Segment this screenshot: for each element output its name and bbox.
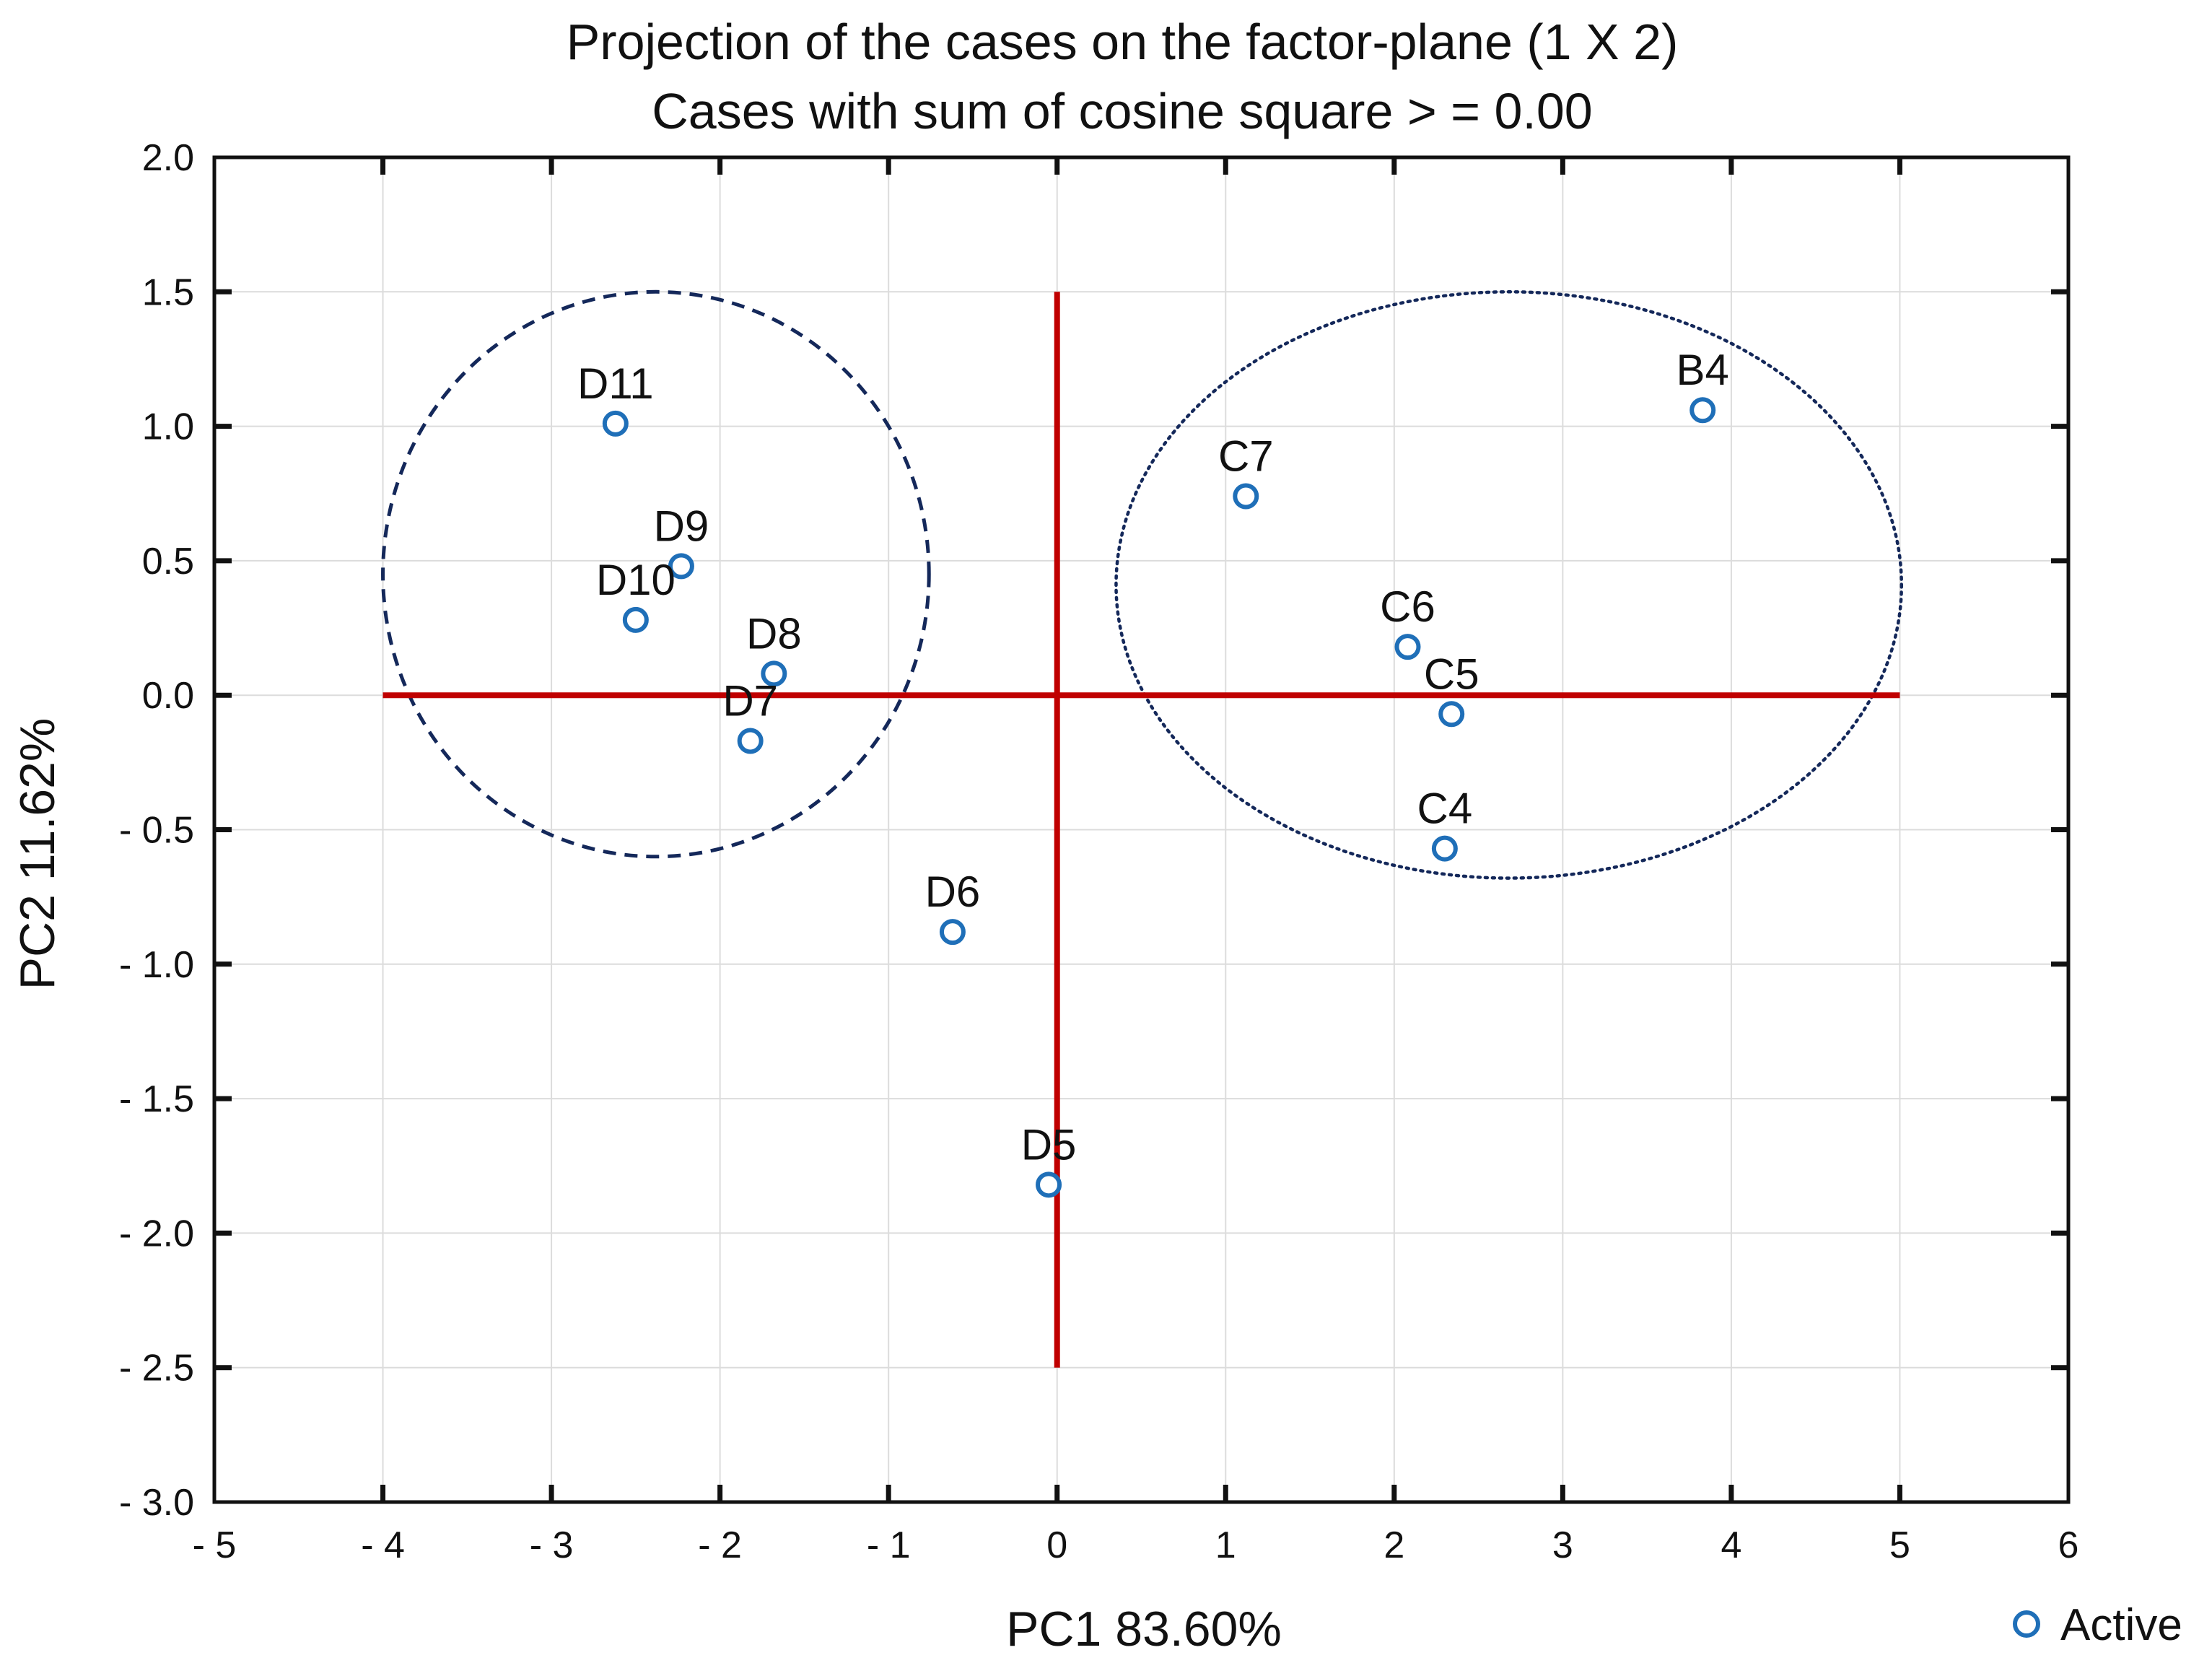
cluster-ellipse-1 <box>381 289 931 859</box>
point-label-c4: C4 <box>1417 785 1473 833</box>
point-label-d9: D9 <box>654 502 709 550</box>
point-label-d11: D11 <box>577 359 654 408</box>
data-point-b4 <box>1689 397 1716 424</box>
point-label-b4: B4 <box>1677 346 1729 394</box>
y-axis-label: PC2 11.62% <box>10 718 65 990</box>
y-tick-label: - 3.0 <box>119 1482 194 1524</box>
x-tick-labels: - 5 - 4 - 3 - 2 - 1 0 1 2 3 4 5 6 <box>193 1524 2079 1566</box>
y-tick-label: 0.0 <box>142 675 194 717</box>
x-tick-label: 6 <box>2058 1524 2079 1566</box>
x-axis-label: PC1 83.60% <box>1006 1602 1282 1657</box>
x-tick-label: 0 <box>1046 1524 1067 1566</box>
data-point-d9 <box>668 553 694 580</box>
x-tick-label: 2 <box>1383 1524 1404 1566</box>
data-points <box>602 397 1716 1198</box>
point-label-d5: D5 <box>1021 1120 1077 1169</box>
point-label-d7: D7 <box>722 677 778 725</box>
x-tick-label: - 2 <box>698 1524 742 1566</box>
y-tick-label: 1.0 <box>142 406 194 448</box>
axis-ticks <box>214 157 2068 1502</box>
y-tick-label: 2.0 <box>142 137 194 179</box>
chart-title: Projection of the cases on the factor-pl… <box>567 14 1679 70</box>
data-point-d10 <box>622 606 649 633</box>
cluster-ellipses <box>381 289 1904 880</box>
point-label-d8: D8 <box>746 609 802 658</box>
data-point-c4 <box>1431 835 1458 862</box>
y-tick-label: - 1.0 <box>119 944 194 986</box>
x-tick-label: 1 <box>1215 1524 1236 1566</box>
point-label-c5: C5 <box>1424 650 1479 698</box>
data-point-d6 <box>939 919 966 946</box>
data-point-d7 <box>737 728 764 754</box>
data-point-c5 <box>1438 701 1465 728</box>
y-tick-labels: 2.0 1.5 1.0 0.5 0.0 - 0.5 - 1.0 - 1.5 - 2.0 - 2.5… <box>119 137 194 1524</box>
x-tick-label: 3 <box>1552 1524 1573 1566</box>
x-tick-label: - 4 <box>361 1524 405 1566</box>
data-point-c7 <box>1233 483 1259 510</box>
point-label-d6: D6 <box>925 868 981 916</box>
y-tick-label: 1.5 <box>142 271 194 313</box>
point-label-d10: D10 <box>596 556 676 604</box>
data-point-d11 <box>602 410 629 437</box>
x-tick-label: 5 <box>1889 1524 1910 1566</box>
chart-subtitle: Cases with sum of cosine square > = 0.00 <box>652 83 1592 139</box>
data-point-d8 <box>761 660 787 687</box>
y-tick-label: - 2.0 <box>119 1213 194 1254</box>
point-label-c6: C6 <box>1380 582 1435 631</box>
x-tick-label: - 1 <box>867 1524 911 1566</box>
cluster-ellipse-2 <box>1114 290 1904 880</box>
point-label-c7: C7 <box>1218 432 1274 480</box>
data-point-c6 <box>1394 634 1421 660</box>
legend-marker-icon <box>2013 1610 2040 1638</box>
y-tick-label: - 0.5 <box>119 810 194 852</box>
x-tick-label: - 3 <box>530 1524 574 1566</box>
legend: Active <box>2013 1600 2182 1650</box>
y-tick-label: - 1.5 <box>119 1078 194 1120</box>
data-point-d5 <box>1036 1171 1062 1198</box>
point-labels: D11 D9 D10 D8 D7 D6 D5 C7 C6 C5 C4 B4 <box>577 346 1729 1169</box>
y-tick-label: - 2.5 <box>119 1348 194 1389</box>
y-tick-label: 0.5 <box>142 541 194 582</box>
x-tick-label: 4 <box>1721 1524 1741 1566</box>
x-tick-label: - 5 <box>193 1524 237 1566</box>
legend-label-active: Active <box>2060 1600 2182 1650</box>
